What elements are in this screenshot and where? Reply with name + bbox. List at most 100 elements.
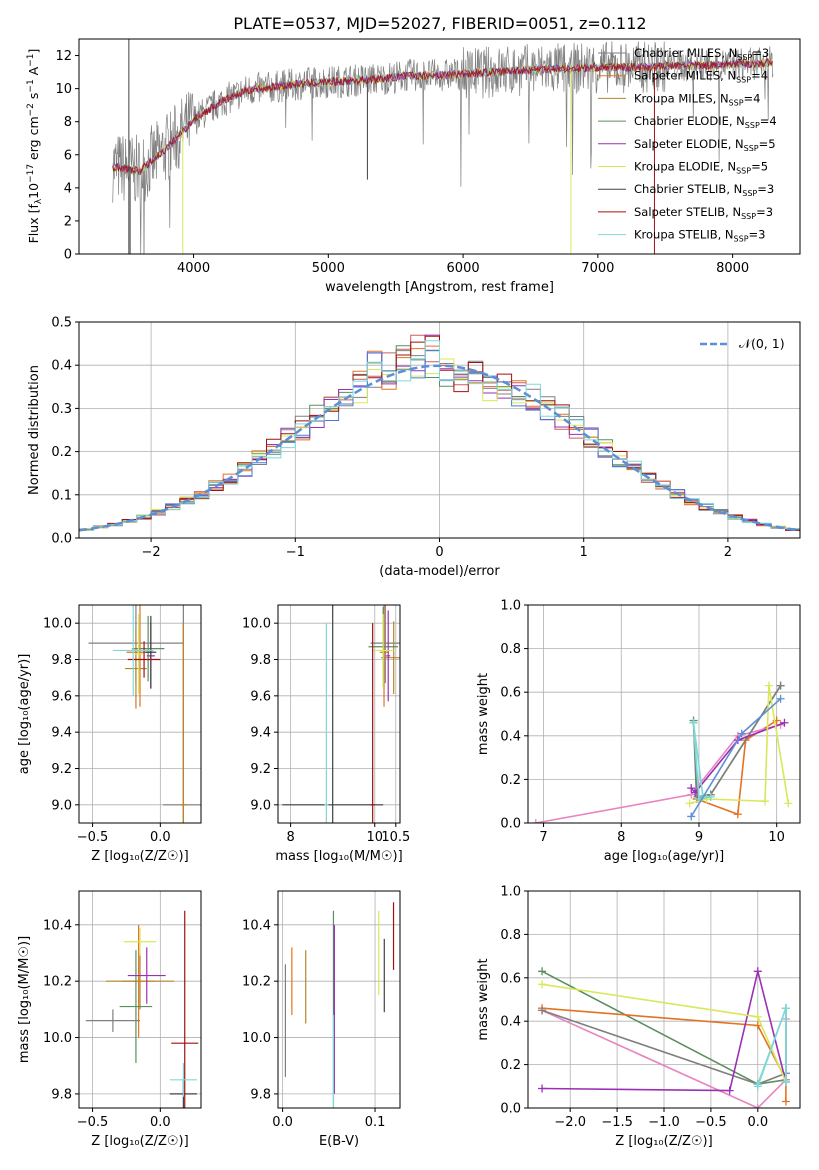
mass-weight-marker [733,810,742,819]
mass-weight-marker [538,1084,547,1093]
legend-label: Chabrier ELODIE, NSSP=4 [634,114,777,130]
y-tick-label: 10 [55,82,72,97]
x-axis-label: (data-model)/error [379,564,500,579]
y-tick-label: 10.4 [242,918,271,933]
legend-label: Salpeter ELODIE, NSSP=5 [634,137,776,153]
x-tick-label: 7 [539,830,547,845]
y-axis-label: mass [log₁₀(M/M☉)] [17,936,32,1063]
x-tick-label: 0.0 [272,1115,293,1130]
mass-weight-marker [538,967,547,976]
mass-weight-marker [706,792,715,801]
y-tick-label: 9.4 [51,726,72,741]
mass-weight-marker [689,718,698,727]
x-tick-label: 5000 [312,261,345,276]
x-tick-label: 8 [617,830,625,845]
mass-weight-line [689,685,790,805]
mass-weight-marker [764,681,773,690]
y-tick-label: 9.2 [51,762,72,777]
mass-weight-marker [780,718,789,727]
mass-vs-metallicity-panel: −0.5 0.0 9.8 10.0 10.2 10.4 Z [log₁₀(Z/Z☉)] mas… [17,890,202,1149]
plot-area [538,967,790,1108]
plot-area [284,902,395,1108]
mass-vs-ebv-panel: 0.0 0.1 9.8 10.0 10.2 10.4 E(B-V) [242,890,401,1149]
x-tick-label: 9 [695,830,703,845]
gaussian-reference-line [79,364,800,532]
mass-weight-marker [753,1012,762,1021]
mass-weight-marker [761,797,770,806]
mass-weight-line [542,971,787,1092]
x-tick-label: 1 [580,545,588,560]
mass-weight-marker [781,1077,790,1086]
y-tick-label: 10.2 [43,975,72,990]
x-axis-label: E(B-V) [319,1134,359,1149]
mass-weight-marker [753,1082,762,1091]
mass-weight-marker [685,799,694,808]
mass-weight-marker [737,729,746,738]
y-tick-label: 0.4 [51,359,72,374]
legend-label: Kroupa STELIB, NSSP=3 [634,228,765,244]
y-tick-label: 9.4 [250,726,271,741]
y-tick-label: 0.6 [500,971,521,986]
spectrum-observed-line [112,41,774,254]
x-tick-label: −2 [142,545,161,560]
age-vs-metallicity-panel: −0.5 0.0 9.0 9.2 9.4 9.6 9.8 10.0 Z [log₁₀(Z/Z☉)… [17,604,202,864]
x-tick-label: 0.0 [747,1115,768,1130]
x-tick-label: −0.5 [77,830,109,845]
y-tick-label: 0.1 [51,488,72,503]
y-tick-label: 0.0 [500,1102,521,1117]
y-axis-label: mass weight [476,673,491,755]
x-tick-label: −1.5 [601,1115,633,1130]
y-tick-label: 0.2 [51,445,72,460]
x-axis-label: Z [log₁₀(Z/Z☉)] [91,1134,188,1149]
y-tick-label: 9.8 [250,653,271,668]
plot-area [531,681,793,823]
x-tick-label: 4000 [177,261,210,276]
legend-label: 𝒩(0, 1) [739,336,785,351]
x-axis-label: Z [log₁₀(Z/Z☉)] [615,1134,712,1149]
y-tick-label: 9.6 [250,689,271,704]
x-axis-label: wavelength [Angstrom, rest frame] [325,280,554,295]
y-tick-label: 10.0 [43,1031,72,1046]
y-axis-label: age [log₁₀(age/yr)] [17,654,32,775]
mass-weight-marker [531,819,540,823]
plot-area [85,910,199,1108]
plot-area [112,39,774,254]
y-tick-label: 0.0 [51,532,72,547]
y-tick-label: 0.0 [500,817,521,832]
spectrum-model-line [112,58,773,175]
plot-area [282,605,400,823]
axes-frame [78,890,202,1109]
mass-weight-marker [753,1104,762,1108]
legend-label: Kroupa MILES, NSSP=4 [634,91,760,107]
y-tick-label: 9.0 [250,798,271,813]
mass-weight-marker [538,1006,547,1015]
y-tick-label: 0.2 [500,1058,521,1073]
axes-frame [78,604,202,824]
axes-frame [527,604,801,824]
y-tick-label: 0.4 [500,1015,521,1030]
y-tick-label: 0.2 [500,773,521,788]
y-tick-label: 9.8 [51,1087,72,1102]
y-tick-label: 10.0 [242,617,271,632]
legend-label: Salpeter STELIB, NSSP=3 [634,205,773,221]
x-tick-label: −1.0 [648,1115,680,1130]
x-tick-label: 10 [768,830,785,845]
mass-weight-marker [687,812,696,821]
axes-frame [277,604,401,824]
x-tick-label: 2 [724,545,732,560]
x-axis-label: age [log₁₀(age/yr)] [604,849,725,864]
figure-title: PLATE=0537, MJD=52027, FIBERID=0051, z=0… [233,14,646,33]
spectrum-panel: 4000 5000 6000 7000 8000 0 2 4 6 8 10 12 wavelength … [26,38,801,295]
x-tick-label: 7000 [581,261,614,276]
mass-weight-marker [776,694,785,703]
y-tick-label: 0 [64,248,72,263]
legend-label: Chabrier STELIB, NSSP=3 [634,182,774,198]
y-tick-label: 10.0 [43,617,72,632]
x-tick-label: −1 [286,545,305,560]
mass-weight-marker [538,980,547,989]
y-tick-label: 2 [64,214,72,229]
y-tick-label: 0.6 [500,686,521,701]
x-axis-label: mass [log₁₀(M/M☉)] [275,849,402,864]
y-tick-label: 1.0 [500,599,521,614]
